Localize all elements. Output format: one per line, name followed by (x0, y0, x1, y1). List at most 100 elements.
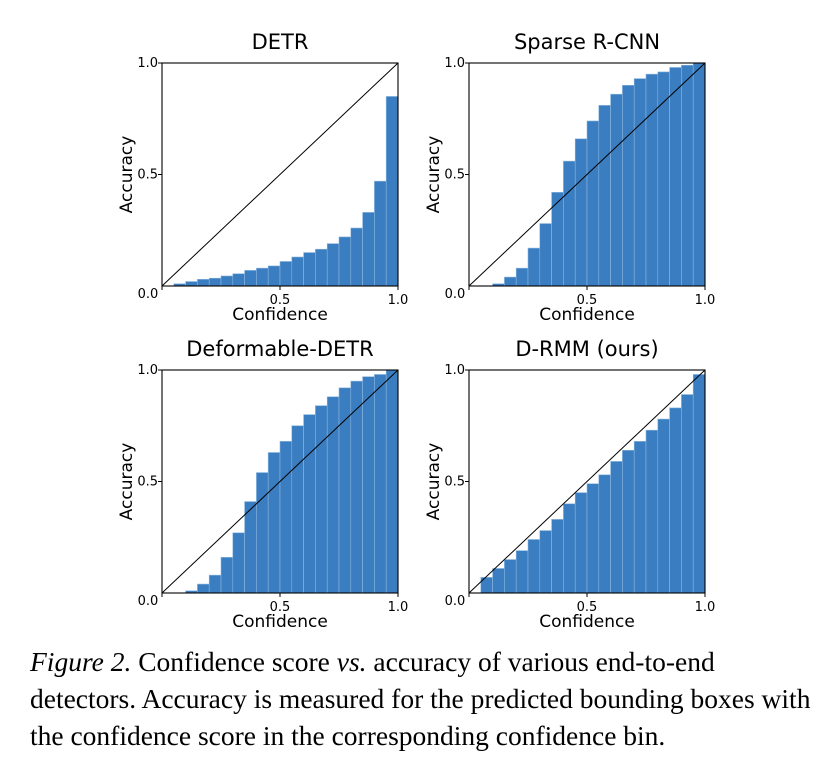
chart-title: Sparse R-CNN (514, 30, 660, 54)
accuracy-bar (244, 501, 257, 594)
x-tick-label: 0.0 (138, 287, 159, 302)
chart-panel: Sparse R-CNN 0.0 0.5 1.0 0.5 1.0 Confidence Acc… (424, 30, 715, 325)
accuracy-bar (539, 530, 552, 594)
y-tick-label: 1.0 (137, 56, 158, 71)
accuracy-bar (267, 265, 281, 287)
chart-panel: D-RMM (ours) 0.0 0.5 1.0 0.5 1.0 Confidence Acc… (424, 337, 715, 632)
accuracy-bar (208, 574, 222, 594)
accuracy-bar (527, 247, 541, 287)
accuracy-bar (374, 374, 387, 594)
accuracy-bar (586, 120, 600, 287)
accuracy-bar (622, 85, 635, 287)
accuracy-bar (692, 62, 706, 287)
accuracy-bar (574, 492, 588, 594)
y-tick-label: 1.0 (137, 363, 158, 378)
x-tick-label: 0.0 (138, 594, 159, 609)
x-tick-label: 0.0 (445, 287, 466, 302)
accuracy-bar (303, 252, 316, 287)
x-axis-label: Confidence (232, 612, 328, 632)
accuracy-bar (515, 550, 529, 594)
accuracy-bar (657, 71, 670, 287)
x-tick-label: 0.0 (445, 594, 466, 609)
accuracy-bar (539, 223, 552, 287)
accuracy-bar (622, 449, 635, 594)
accuracy-bar (291, 256, 304, 287)
accuracy-bar (362, 212, 375, 287)
y-axis-label: Accuracy (117, 136, 137, 214)
y-tick-label: 0.5 (137, 168, 158, 183)
chart-title: D-RMM (ours) (515, 337, 658, 361)
chart-title: Deformable-DETR (186, 337, 373, 361)
chart-panel: Deformable-DETR 0.0 0.5 1.0 0.5 1.0 Confidence… (117, 337, 408, 632)
accuracy-bar (633, 78, 647, 287)
accuracy-bar (350, 227, 363, 287)
calibration-diagonal (161, 62, 399, 287)
accuracy-bar (232, 532, 245, 594)
figure-caption: Figure 2. Confidence score vs. accuracy … (30, 643, 820, 754)
y-tick-label: 0.5 (444, 168, 465, 183)
accuracy-bar (244, 270, 257, 287)
chart-panel: DETR 0.0 0.5 1.0 0.5 1.0 Confidence Accuracy (117, 30, 408, 325)
accuracy-bar (232, 273, 245, 287)
accuracy-bar (326, 396, 340, 594)
accuracy-bar (669, 407, 682, 594)
accuracy-bar (551, 519, 564, 594)
x-tick-label: 0.5 (577, 293, 598, 308)
accuracy-bar (185, 281, 198, 287)
accuracy-bar (303, 414, 316, 594)
accuracy-bar (681, 394, 694, 594)
accuracy-bar (362, 376, 375, 594)
accuracy-bar (633, 441, 647, 594)
accuracy-bar (385, 369, 399, 594)
accuracy-bar (657, 418, 670, 594)
accuracy-bar (256, 472, 269, 594)
y-axis-label: Accuracy (424, 136, 444, 214)
caption-text-2: accuracy of various end-to-end detectors… (30, 646, 811, 751)
y-axis-label: Accuracy (117, 443, 137, 521)
accuracy-bar (645, 73, 659, 287)
x-tick-label: 0.5 (270, 600, 291, 615)
accuracy-bar (279, 261, 293, 287)
x-axis-label: Confidence (539, 612, 635, 632)
accuracy-bar (681, 64, 694, 287)
caption-label: Figure 2. (30, 646, 132, 677)
caption-text-1: Confidence score (131, 646, 337, 677)
y-tick-label: 1.0 (444, 56, 465, 71)
x-tick-label: 1.0 (388, 293, 409, 308)
y-tick-label: 0.5 (444, 475, 465, 490)
accuracy-bar (291, 425, 304, 594)
accuracy-bar (504, 559, 517, 594)
accuracy-bar (279, 441, 293, 594)
accuracy-bar (197, 279, 210, 287)
x-tick-label: 1.0 (695, 600, 716, 615)
calibration-diagonal (468, 369, 706, 594)
accuracy-bar (326, 243, 340, 287)
chart-title: DETR (252, 30, 309, 54)
calibration-diagonal (161, 369, 399, 594)
accuracy-bar (315, 405, 328, 594)
x-tick-label: 0.5 (270, 293, 291, 308)
accuracy-bar (267, 452, 281, 594)
accuracy-bar (208, 277, 222, 287)
accuracy-bar (515, 267, 529, 287)
caption-vs: vs. (336, 646, 367, 677)
accuracy-bar (220, 557, 234, 594)
accuracy-bar (374, 180, 387, 287)
accuracy-bar (598, 474, 611, 594)
accuracy-bar (574, 138, 588, 287)
x-tick-label: 0.5 (577, 600, 598, 615)
y-tick-label: 1.0 (444, 363, 465, 378)
accuracy-bar (256, 267, 269, 287)
accuracy-bar (504, 276, 517, 287)
x-tick-label: 1.0 (388, 600, 409, 615)
accuracy-bar (197, 583, 210, 594)
accuracy-bar (692, 374, 706, 594)
accuracy-bar (645, 429, 659, 594)
accuracy-bar (586, 483, 600, 594)
x-axis-label: Confidence (539, 305, 635, 325)
accuracy-bar (669, 67, 682, 287)
accuracy-bar (492, 568, 505, 594)
accuracy-bar (338, 387, 352, 594)
accuracy-bar (385, 96, 399, 287)
accuracy-bar (315, 248, 328, 287)
